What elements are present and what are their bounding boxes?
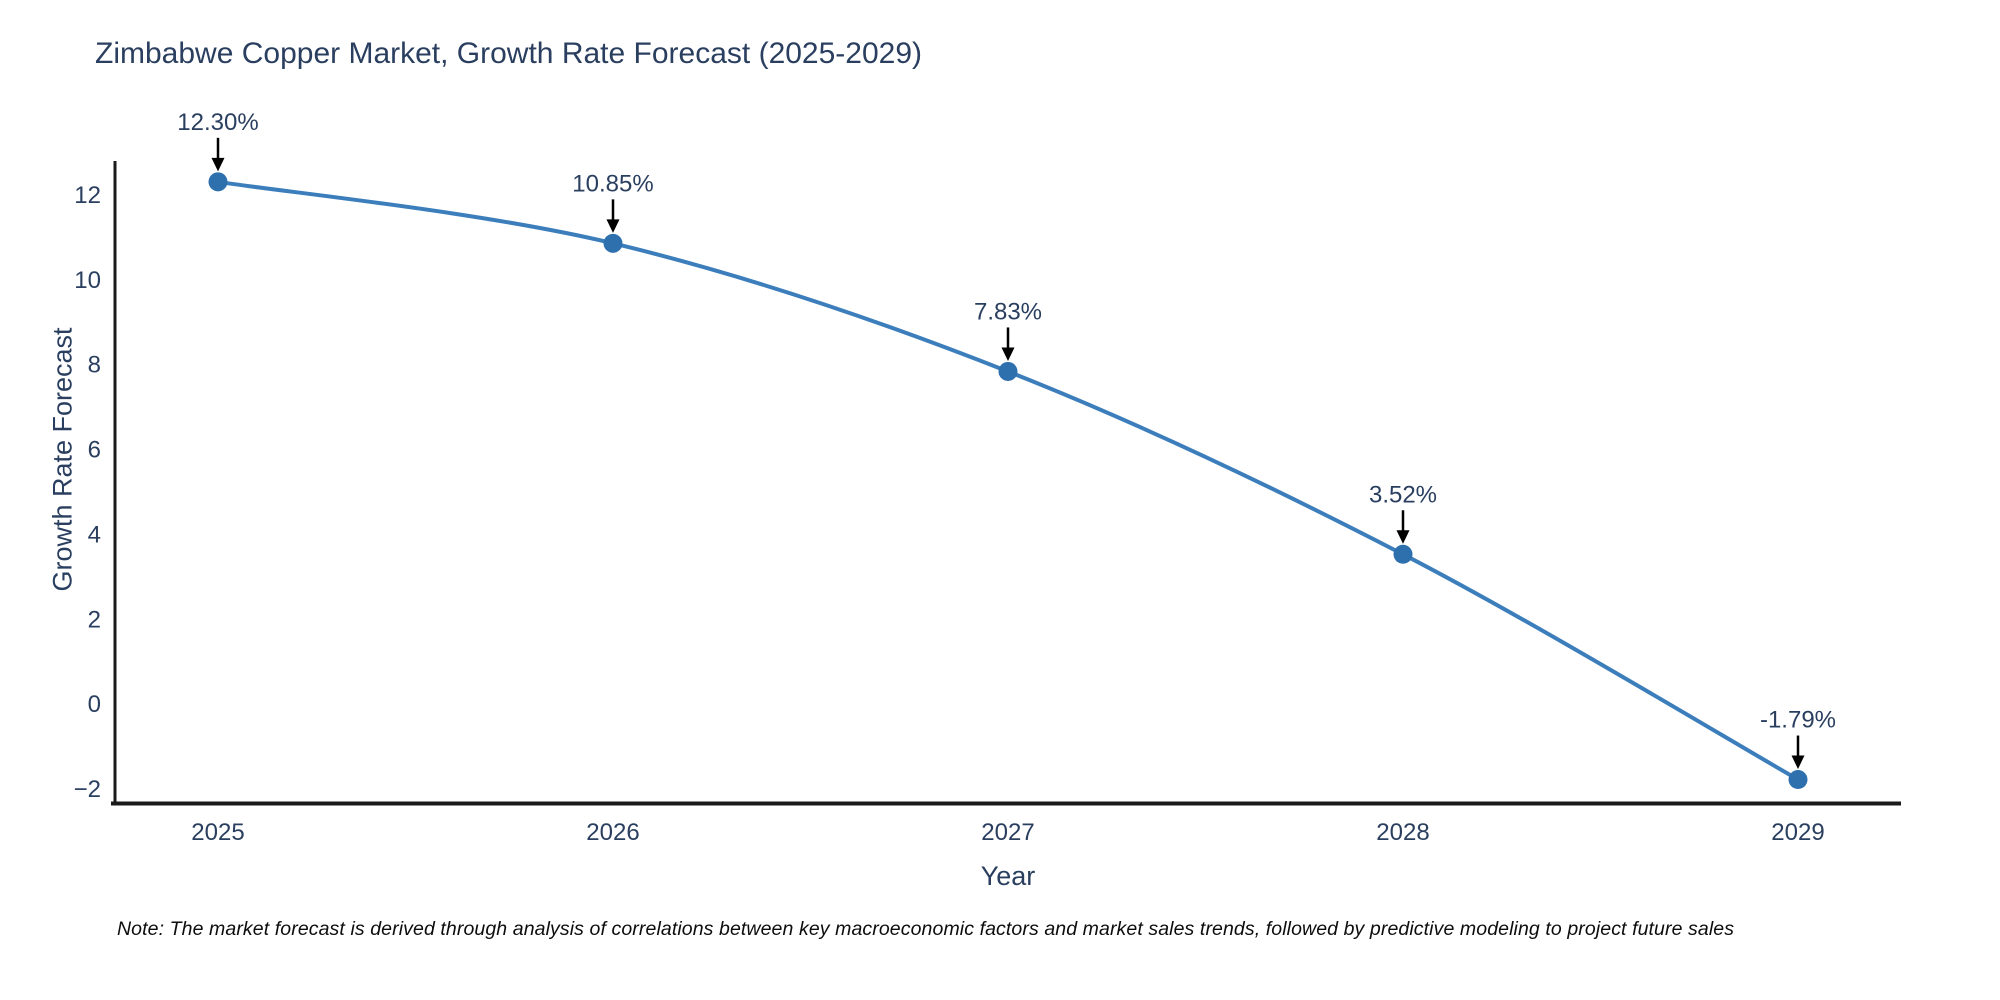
annotation-arrowhead	[1791, 755, 1805, 770]
data-point-marker[interactable]	[998, 361, 1018, 381]
annotation-arrowhead	[1001, 347, 1015, 361]
data-point-marker[interactable]	[603, 233, 623, 253]
data-point-marker[interactable]	[1788, 770, 1808, 790]
data-point-label: 7.83%	[974, 298, 1042, 325]
chart-title: Zimbabwe Copper Market, Growth Rate Fore…	[95, 37, 923, 70]
y-tick-label: 8	[88, 352, 101, 379]
y-tick-label: 0	[88, 691, 101, 718]
x-tick-label: 2029	[1771, 819, 1824, 846]
y-tick-label: 6	[88, 437, 101, 464]
annotation-arrowhead	[1396, 530, 1410, 544]
x-tick-label: 2027	[981, 819, 1034, 846]
y-tick-label: −2	[74, 776, 101, 803]
data-point-marker[interactable]	[1393, 544, 1413, 564]
y-tick-label: 12	[74, 182, 101, 209]
y-tick-label: 4	[88, 521, 101, 548]
data-point-label: 3.52%	[1369, 481, 1437, 508]
x-tick-label: 2025	[191, 819, 244, 846]
forecast-line	[217, 179, 1799, 782]
data-point-label: 10.85%	[572, 170, 653, 197]
x-tick-label: 2026	[586, 819, 639, 846]
data-point-label: -1.79%	[1760, 707, 1836, 734]
data-point-marker[interactable]	[208, 172, 228, 192]
footnote: Note: The market forecast is derived thr…	[117, 918, 1735, 940]
annotation-arrowhead	[211, 157, 225, 172]
x-tick-label: 2028	[1376, 819, 1429, 846]
annotation-arrowhead	[606, 219, 620, 233]
x-axis-title: Year	[980, 861, 1036, 891]
data-point-label: 12.30%	[177, 109, 258, 136]
y-tick-label: 10	[74, 267, 101, 294]
y-tick-label: 2	[88, 606, 101, 633]
